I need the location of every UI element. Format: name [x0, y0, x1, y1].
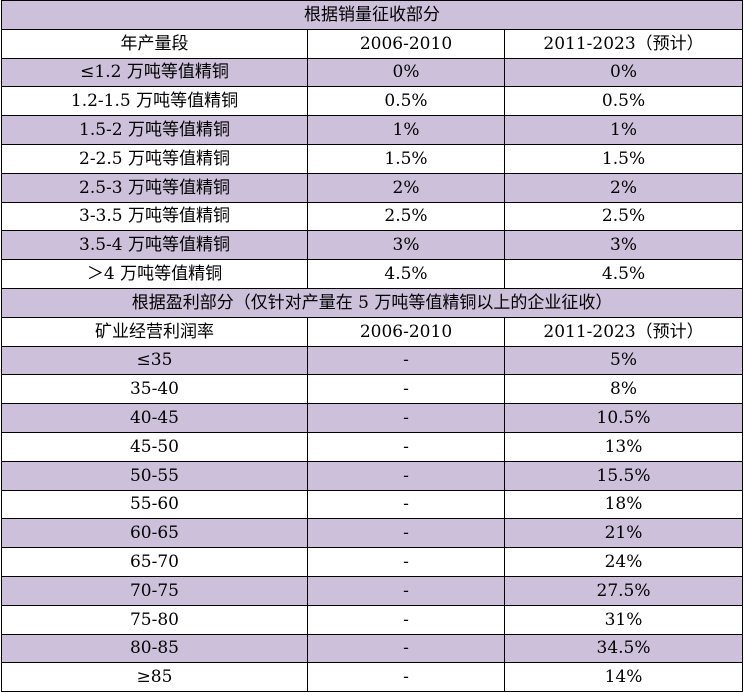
sales-header-cell: 2006-2010 — [307, 28, 505, 59]
sales-rate-cell: 2.5% — [307, 201, 505, 232]
table-row: ≥85-14% — [1, 662, 744, 693]
profit-rate-cell: - — [307, 575, 505, 606]
profit-header-cell: 2006-2010 — [307, 316, 505, 347]
profit-rate-cell: - — [307, 489, 505, 520]
table-row: 75-80-31% — [1, 604, 744, 635]
sales-range-cell: ≤1.2 万吨等值精铜 — [1, 57, 308, 88]
sales-rate-cell: 2% — [307, 172, 505, 203]
profit-range-cell: 50-55 — [1, 460, 308, 491]
profit-section-title: 根据盈利部分（仅针对产量在 5 万吨等值精铜以上的企业征收） — [0, 287, 744, 318]
sales-range-cell: 2-2.5 万吨等值精铜 — [1, 143, 308, 174]
profit-rate-cell: - — [307, 547, 505, 577]
sales-header-cell: 年产量段 — [1, 28, 308, 59]
profit-range-cell: ≥85 — [1, 662, 308, 693]
sales-rate-cell: 3% — [503, 230, 744, 261]
sales-rate-cell: 0% — [503, 57, 744, 88]
table-row: 50-55-15.5% — [1, 460, 744, 491]
sales-rate-cell: 1% — [503, 115, 744, 145]
profit-rate-cell: - — [307, 374, 505, 405]
profit-rate-cell: - — [307, 604, 505, 635]
table-row: 1.5-2 万吨等值精铜 1% 1% — [1, 115, 744, 145]
profit-rate-cell: 14% — [503, 662, 744, 693]
profit-range-cell: 45-50 — [1, 431, 308, 462]
sales-range-cell: 1.5-2 万吨等值精铜 — [1, 115, 308, 145]
profit-rate-cell: - — [307, 633, 505, 664]
table-row: 65-70-24% — [1, 547, 744, 577]
profit-rate-cell: - — [307, 431, 505, 462]
table-row: 2-2.5 万吨等值精铜 1.5% 1.5% — [1, 143, 744, 174]
table-row: 60-65-21% — [1, 518, 744, 549]
sales-rate-cell: 0.5% — [503, 86, 744, 117]
table-row: 40-45-10.5% — [1, 403, 744, 433]
profit-rate-cell: 10.5% — [503, 403, 744, 433]
sales-rate-cell: 4.5% — [307, 259, 505, 289]
sales-rate-cell: 0.5% — [307, 86, 505, 117]
profit-rate-cell: 15.5% — [503, 460, 744, 491]
profit-range-cell: 80-85 — [1, 633, 308, 664]
profit-range-cell: 75-80 — [1, 604, 308, 635]
sales-rate-cell: 1% — [307, 115, 505, 145]
profit-range-cell: 60-65 — [1, 518, 308, 549]
profit-rate-cell: - — [307, 518, 505, 549]
sales-section-title: 根据销量征收部分 — [0, 0, 744, 30]
sales-rate-cell: 4.5% — [503, 259, 744, 289]
sales-rate-cell: 1.5% — [503, 143, 744, 174]
profit-range-cell: ≤35 — [1, 345, 308, 376]
profit-header-row: 矿业经营利润率 2006-2010 2011-2023（预计） — [1, 316, 744, 347]
sales-range-cell: ＞4 万吨等值精铜 — [1, 259, 308, 289]
sales-range-cell: 3.5-4 万吨等值精铜 — [1, 230, 308, 261]
table-row: 70-75-27.5% — [1, 575, 744, 606]
profit-range-cell: 40-45 — [1, 403, 308, 433]
sales-rate-cell: 3% — [307, 230, 505, 261]
profit-rate-cell: - — [307, 662, 505, 693]
table-row: ≤1.2 万吨等值精铜 0% 0% — [1, 57, 744, 88]
table-row: 3-3.5 万吨等值精铜 2.5% 2.5% — [1, 201, 744, 232]
sales-range-cell: 2.5-3 万吨等值精铜 — [1, 172, 308, 203]
profit-range-cell: 35-40 — [1, 374, 308, 405]
profit-range-cell: 55-60 — [1, 489, 308, 520]
profit-rate-cell: 18% — [503, 489, 744, 520]
table-row: 35-40-8% — [1, 374, 744, 405]
profit-title-row: 根据盈利部分（仅针对产量在 5 万吨等值精铜以上的企业征收） — [0, 287, 744, 318]
profit-rate-cell: 5% — [503, 345, 744, 376]
sales-header-cell: 2011-2023（预计） — [503, 28, 744, 59]
sales-range-cell: 1.2-1.5 万吨等值精铜 — [1, 86, 308, 117]
table-row: ＞4 万吨等值精铜 4.5% 4.5% — [1, 259, 744, 289]
profit-rate-cell: 8% — [503, 374, 744, 405]
sales-rate-cell: 1.5% — [307, 143, 505, 174]
profit-range-cell: 70-75 — [1, 575, 308, 606]
profit-range-cell: 65-70 — [1, 547, 308, 577]
sales-rate-cell: 2.5% — [503, 201, 744, 232]
profit-rate-cell: - — [307, 460, 505, 491]
sales-rate-cell: 0% — [307, 57, 505, 88]
sales-title-row: 根据销量征收部分 — [0, 0, 744, 30]
profit-rate-cell: 27.5% — [503, 575, 744, 606]
profit-rate-cell: 24% — [503, 547, 744, 577]
table-row: 55-60-18% — [1, 489, 744, 520]
profit-header-cell: 2011-2023（预计） — [503, 316, 744, 347]
profit-rate-cell: 21% — [503, 518, 744, 549]
sales-header-row: 年产量段 2006-2010 2011-2023（预计） — [1, 28, 744, 59]
profit-rate-cell: - — [307, 345, 505, 376]
profit-rate-cell: 31% — [503, 604, 744, 635]
table-row: 2.5-3 万吨等值精铜 2% 2% — [1, 172, 744, 203]
sales-rate-cell: 2% — [503, 172, 744, 203]
table-row: ≤35-5% — [1, 345, 744, 376]
profit-rate-cell: - — [307, 403, 505, 433]
profit-rate-cell: 13% — [503, 431, 744, 462]
table-row: 1.2-1.5 万吨等值精铜 0.5% 0.5% — [1, 86, 744, 117]
profit-rate-cell: 34.5% — [503, 633, 744, 664]
sales-range-cell: 3-3.5 万吨等值精铜 — [1, 201, 308, 232]
table-row: 3.5-4 万吨等值精铜 3% 3% — [1, 230, 744, 261]
profit-header-cell: 矿业经营利润率 — [1, 316, 308, 347]
table-row: 45-50-13% — [1, 431, 744, 462]
table-row: 80-85-34.5% — [1, 633, 744, 664]
